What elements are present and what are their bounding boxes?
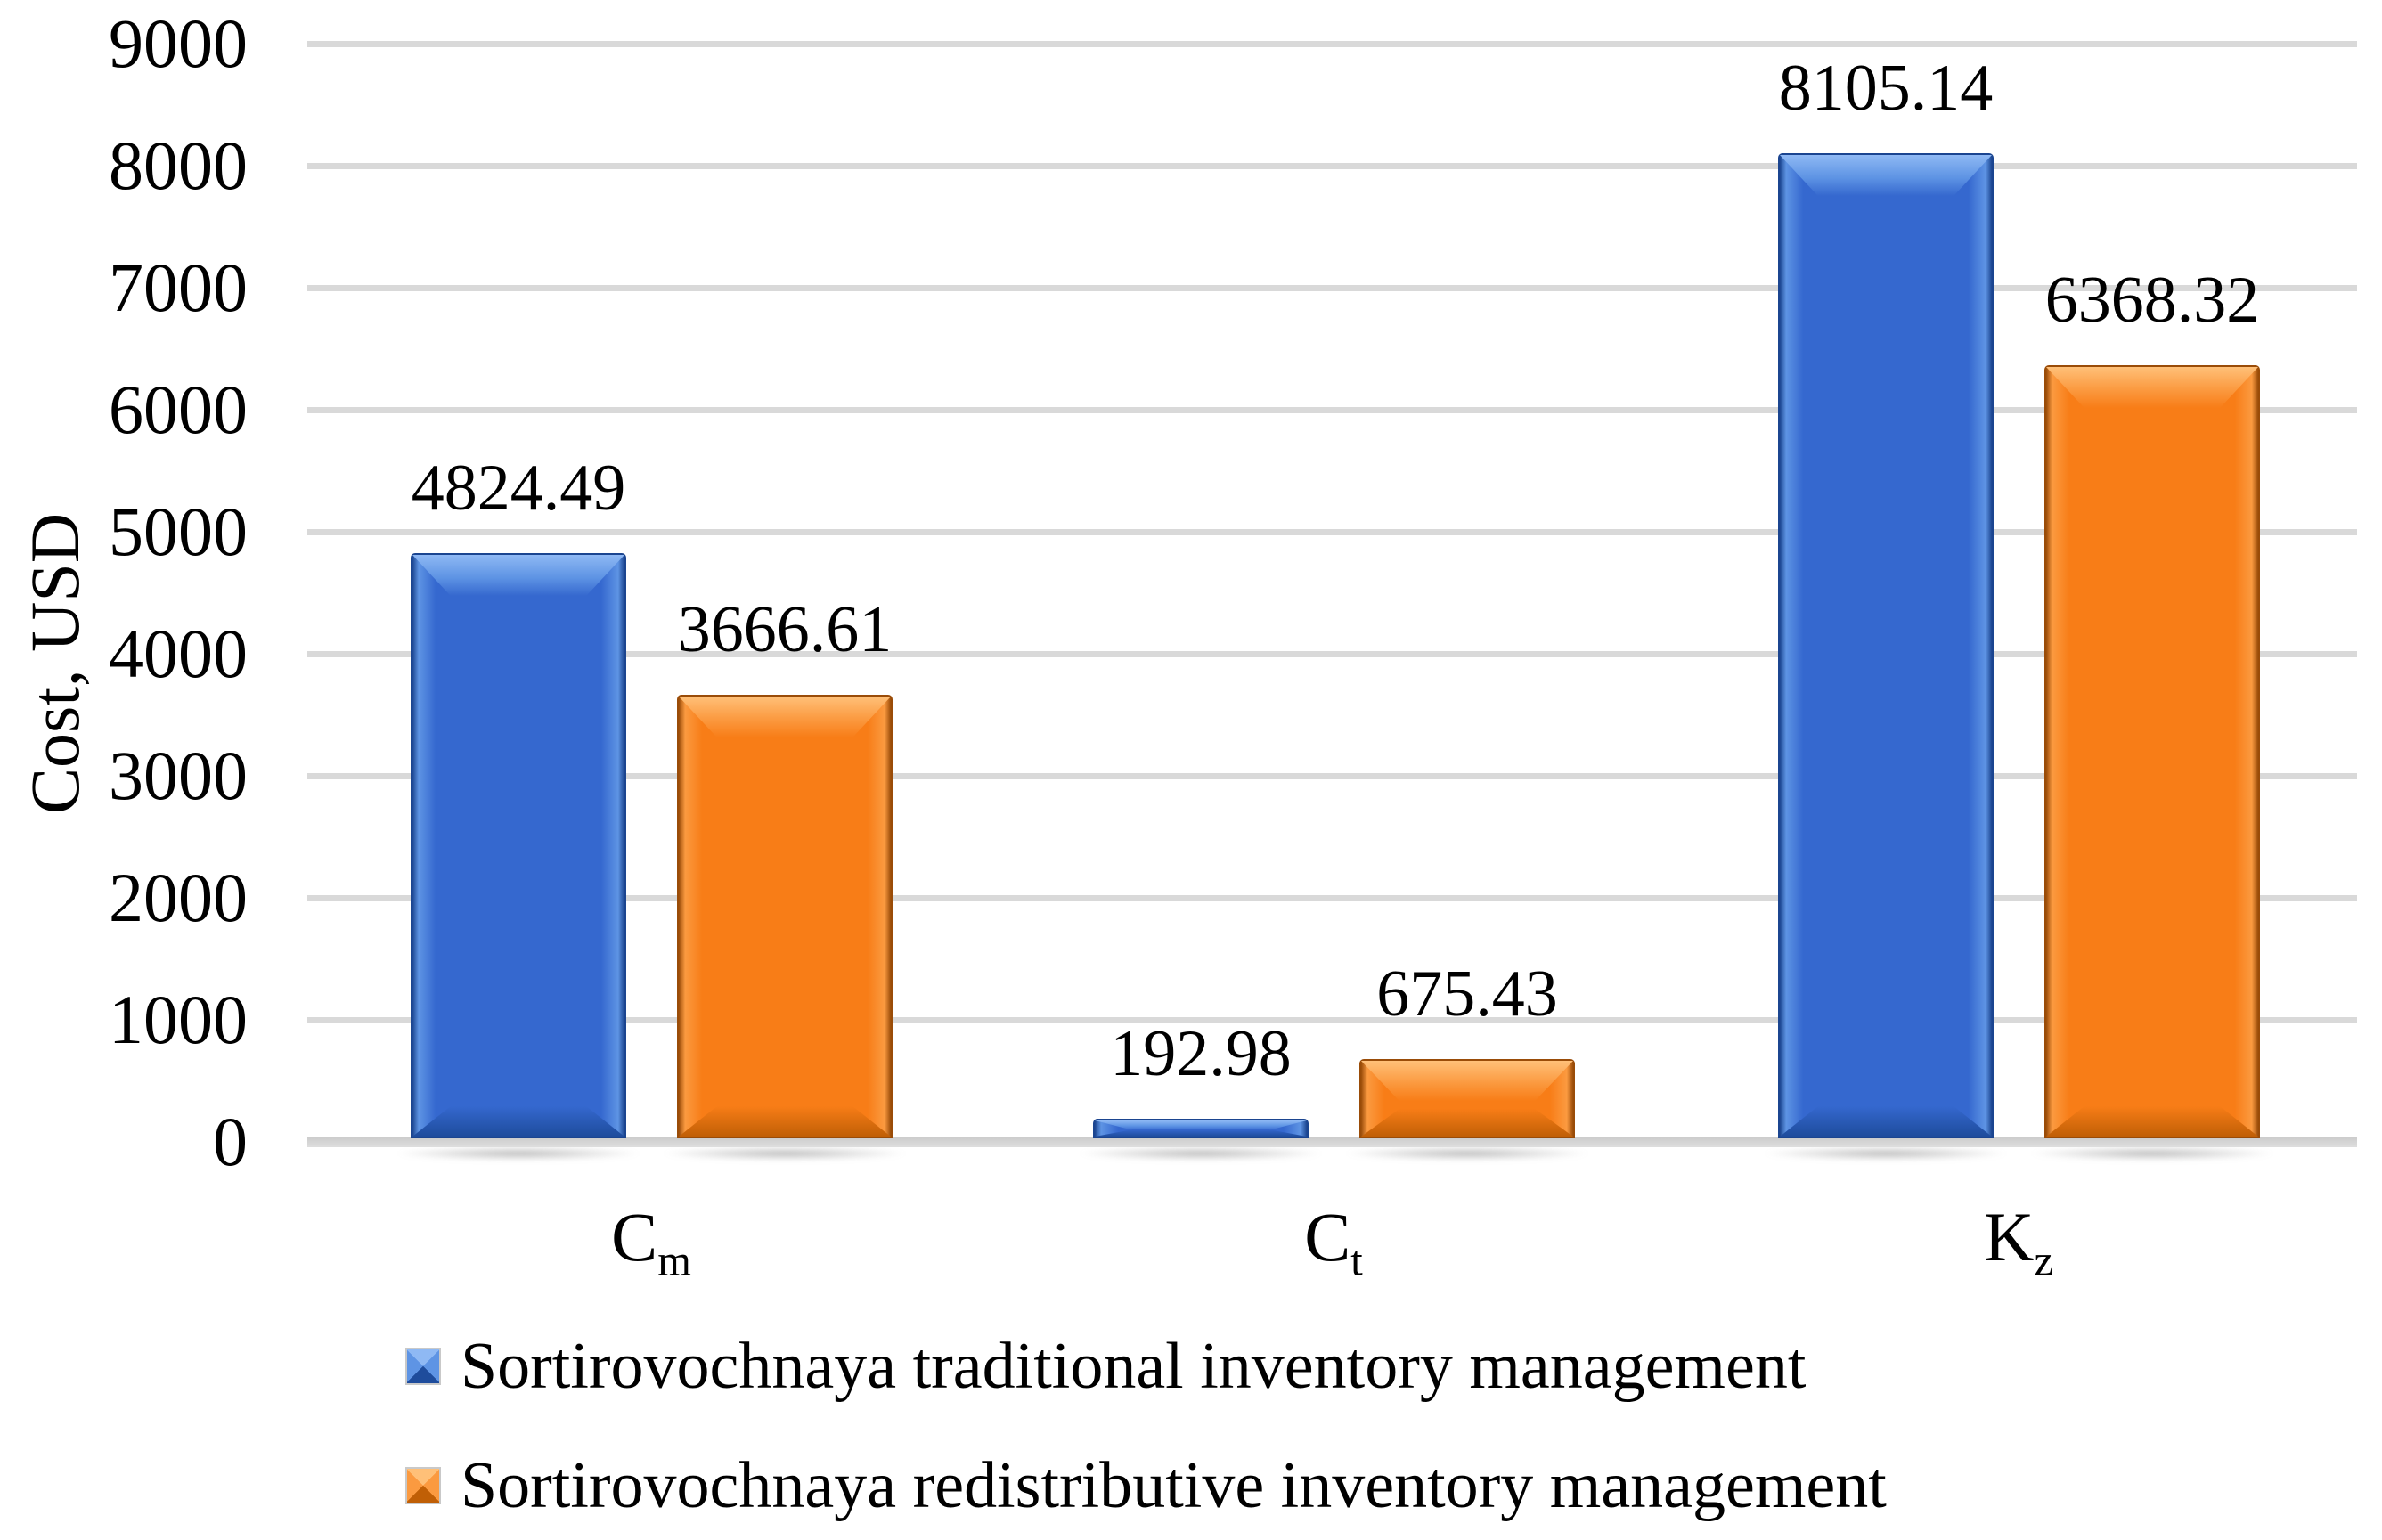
y-tick-label: 5000	[109, 493, 248, 570]
gridline	[307, 529, 2357, 535]
bar-value-label: 192.98	[1110, 1017, 1292, 1090]
bar-series2-cat1	[677, 695, 893, 1138]
x-axis-line	[307, 1137, 2357, 1147]
y-tick-label: 3000	[109, 737, 248, 814]
x-category-label: Kz	[1984, 1198, 2053, 1285]
y-tick-label: 1000	[109, 981, 248, 1058]
x-category-label: Ct	[1304, 1198, 1363, 1285]
bar-series2-cat3	[2044, 365, 2260, 1138]
bar-series1-cat2	[1093, 1119, 1309, 1138]
gridline	[307, 407, 2357, 413]
y-tick-label: 7000	[109, 249, 248, 326]
y-tick-label: 9000	[109, 4, 248, 82]
y-tick-label: 2000	[109, 859, 248, 936]
legend-swatch-icon	[405, 1467, 441, 1504]
bar-shadow	[665, 1146, 905, 1161]
bar-series2-cat2	[1359, 1059, 1575, 1138]
bar-series1-cat1	[411, 553, 626, 1138]
y-tick-label: 4000	[109, 615, 248, 692]
bar-value-label: 6368.32	[2044, 264, 2260, 337]
bar-series1-cat3	[1778, 153, 1994, 1138]
gridline	[307, 1017, 2357, 1023]
bar-value-label: 675.43	[1376, 957, 1558, 1031]
bar-value-label: 3666.61	[677, 593, 893, 666]
legend-item: Sortirovochnaya traditional inventory ma…	[405, 1333, 1806, 1399]
gridline	[307, 285, 2357, 291]
y-tick-label: 6000	[109, 371, 248, 448]
bar-shadow	[398, 1146, 639, 1161]
legend-item: Sortirovochnaya redistributive inventory…	[405, 1453, 1887, 1519]
gridline	[307, 895, 2357, 901]
gridline	[307, 163, 2357, 169]
legend-label: Sortirovochnaya traditional inventory ma…	[461, 1330, 1807, 1403]
gridline	[307, 41, 2357, 47]
bar-shadow	[1347, 1146, 1587, 1161]
legend-label: Sortirovochnaya redistributive inventory…	[461, 1449, 1887, 1522]
gridline	[307, 773, 2357, 779]
bar-value-label: 8105.14	[1778, 52, 1994, 125]
x-category-label: Cm	[611, 1198, 691, 1285]
legend-swatch-icon	[405, 1348, 441, 1385]
y-tick-label: 0	[213, 1103, 248, 1180]
gridline	[307, 651, 2357, 657]
bar-shadow	[1081, 1146, 1321, 1161]
bar-shadow	[1766, 1146, 2006, 1161]
y-tick-label: 8000	[109, 126, 248, 204]
bar-shadow	[2032, 1146, 2272, 1161]
bar-value-label: 4824.49	[411, 452, 626, 525]
